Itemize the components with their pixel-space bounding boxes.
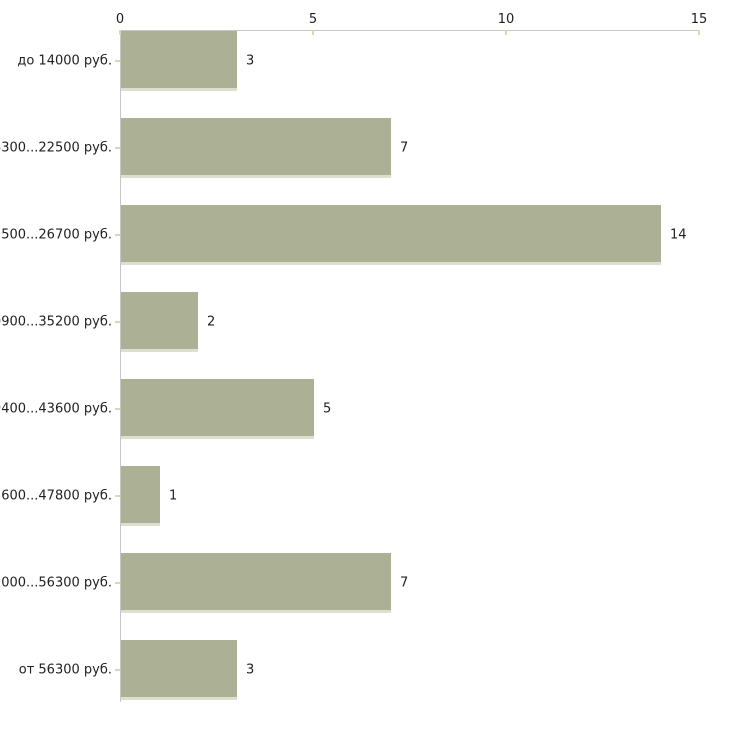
bar	[121, 31, 237, 91]
bar-value-label: 2	[207, 314, 216, 330]
y-tick-mark	[115, 321, 120, 323]
category-label: 43600...47800 руб.	[0, 488, 112, 504]
bar-value-label: 3	[246, 53, 255, 69]
x-tick-label: 5	[308, 12, 318, 27]
category-label: от 56300 руб.	[18, 662, 112, 678]
bar-value-label: 5	[323, 401, 332, 417]
x-tick-mark	[119, 30, 121, 35]
x-tick-label: 0	[115, 12, 125, 27]
bar-value-label: 7	[400, 575, 409, 591]
bar-value-label: 1	[169, 488, 178, 504]
bar	[121, 640, 237, 700]
x-tick-mark	[698, 30, 700, 35]
bar	[121, 466, 160, 526]
y-tick-mark	[115, 582, 120, 584]
bar	[121, 118, 391, 178]
category-label: 39400...43600 руб.	[0, 401, 112, 417]
category-label: 52000...56300 руб.	[0, 575, 112, 591]
y-tick-mark	[115, 147, 120, 149]
category-label: 30900...35200 руб.	[0, 314, 112, 330]
category-label: 22500...26700 руб.	[0, 227, 112, 243]
y-tick-mark	[115, 60, 120, 62]
category-label: до 14000 руб.	[17, 53, 112, 69]
x-axis-line	[120, 30, 700, 31]
x-tick-label: 10	[497, 12, 515, 27]
y-tick-mark	[115, 669, 120, 671]
bar	[121, 292, 198, 352]
x-tick-label: 15	[690, 12, 708, 27]
y-axis-line	[120, 30, 121, 702]
x-tick-mark	[505, 30, 507, 35]
bar-value-label: 3	[246, 662, 255, 678]
bar	[121, 379, 314, 439]
x-tick-mark	[312, 30, 314, 35]
y-tick-mark	[115, 234, 120, 236]
bar-value-label: 14	[670, 227, 687, 243]
bar	[121, 553, 391, 613]
y-tick-mark	[115, 408, 120, 410]
category-label: 18300...22500 руб.	[0, 140, 112, 156]
bar-value-label: 7	[400, 140, 409, 156]
y-tick-mark	[115, 495, 120, 497]
bar	[121, 205, 661, 265]
